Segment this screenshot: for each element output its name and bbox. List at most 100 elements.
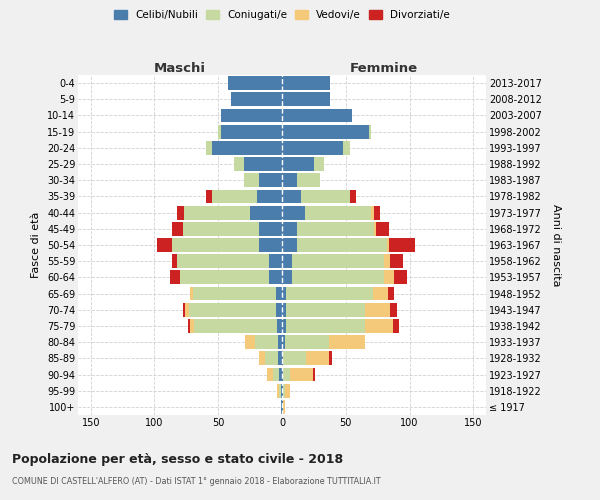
Bar xyxy=(282,352,283,365)
Bar xyxy=(282,368,283,382)
Bar xyxy=(257,190,282,203)
Bar xyxy=(282,125,369,138)
Bar xyxy=(282,190,301,203)
Bar xyxy=(282,108,352,122)
Bar xyxy=(290,368,313,382)
Bar xyxy=(384,254,391,268)
Bar xyxy=(282,92,331,106)
Bar xyxy=(301,190,350,203)
Bar xyxy=(343,141,350,154)
Bar xyxy=(190,319,194,333)
Bar xyxy=(298,238,386,252)
Bar xyxy=(284,336,329,349)
Bar xyxy=(386,238,389,252)
Bar xyxy=(170,270,180,284)
Bar xyxy=(283,352,306,365)
Bar xyxy=(282,400,283,414)
Bar xyxy=(282,206,305,220)
Bar xyxy=(250,206,282,220)
Bar xyxy=(182,303,185,316)
Bar xyxy=(305,206,371,220)
Bar xyxy=(389,238,415,252)
Bar xyxy=(278,352,282,365)
Bar xyxy=(172,238,259,252)
Bar xyxy=(184,206,250,220)
Bar xyxy=(282,76,331,90)
Bar xyxy=(233,157,244,171)
Bar xyxy=(329,336,365,349)
Bar xyxy=(255,336,278,349)
Text: Maschi: Maschi xyxy=(154,62,206,75)
Bar xyxy=(391,303,397,316)
Bar xyxy=(182,222,259,235)
Bar xyxy=(178,254,269,268)
Bar xyxy=(172,222,182,235)
Bar xyxy=(206,190,212,203)
Text: Femmine: Femmine xyxy=(350,62,418,75)
Text: Popolazione per età, sesso e stato civile - 2018: Popolazione per età, sesso e stato civil… xyxy=(12,452,343,466)
Bar xyxy=(259,174,282,187)
Bar xyxy=(188,319,190,333)
Bar xyxy=(218,125,221,138)
Bar xyxy=(265,352,278,365)
Bar xyxy=(259,222,282,235)
Bar xyxy=(185,303,189,316)
Bar xyxy=(278,336,282,349)
Bar xyxy=(384,270,394,284)
Bar xyxy=(292,254,384,268)
Bar xyxy=(350,190,356,203)
Bar xyxy=(157,238,172,252)
Y-axis label: Anni di nascita: Anni di nascita xyxy=(551,204,561,286)
Bar xyxy=(286,319,365,333)
Bar xyxy=(190,286,193,300)
Bar xyxy=(292,270,384,284)
Bar xyxy=(365,303,391,316)
Bar xyxy=(393,319,400,333)
Bar xyxy=(284,384,290,398)
Bar xyxy=(280,368,282,382)
Bar xyxy=(282,384,283,398)
Bar xyxy=(282,303,286,316)
Bar xyxy=(376,222,389,235)
Bar xyxy=(282,254,292,268)
Bar xyxy=(259,352,265,365)
Bar xyxy=(388,286,394,300)
Bar xyxy=(282,174,298,187)
Bar xyxy=(189,303,275,316)
Bar xyxy=(275,286,282,300)
Bar xyxy=(374,222,376,235)
Bar xyxy=(221,125,282,138)
Legend: Celibi/Nubili, Coniugati/e, Vedovi/e, Divorziati/e: Celibi/Nubili, Coniugati/e, Vedovi/e, Di… xyxy=(114,10,450,20)
Bar xyxy=(280,384,281,398)
Bar xyxy=(193,286,275,300)
Bar xyxy=(277,384,280,398)
Bar xyxy=(314,157,324,171)
Bar xyxy=(313,368,315,382)
Bar xyxy=(229,76,282,90)
Bar xyxy=(282,286,286,300)
Bar xyxy=(283,384,284,398)
Bar xyxy=(329,352,332,365)
Bar xyxy=(267,368,273,382)
Bar xyxy=(172,254,178,268)
Bar xyxy=(206,141,212,154)
Bar xyxy=(245,336,255,349)
Bar xyxy=(259,238,282,252)
Bar xyxy=(212,190,257,203)
Bar xyxy=(269,254,282,268)
Bar xyxy=(374,206,380,220)
Bar xyxy=(273,368,280,382)
Bar xyxy=(298,222,374,235)
Bar xyxy=(275,303,282,316)
Bar xyxy=(369,125,371,138)
Bar xyxy=(282,222,298,235)
Bar xyxy=(212,141,282,154)
Bar xyxy=(371,206,374,220)
Bar xyxy=(277,319,282,333)
Y-axis label: Fasce di età: Fasce di età xyxy=(31,212,41,278)
Bar xyxy=(282,157,314,171)
Bar xyxy=(244,174,259,187)
Bar xyxy=(281,400,282,414)
Bar xyxy=(391,254,403,268)
Bar xyxy=(394,270,407,284)
